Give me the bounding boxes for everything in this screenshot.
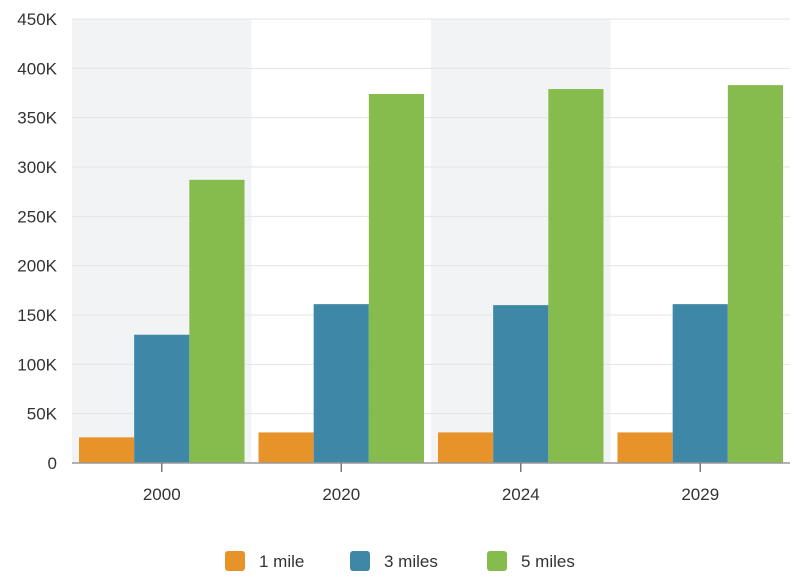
y-tick-label: 200K bbox=[17, 257, 57, 276]
bar-1-mile-2000[interactable] bbox=[79, 437, 135, 463]
y-tick-label: 450K bbox=[17, 10, 57, 29]
legend-item-1-mile[interactable]: 1 mile bbox=[225, 551, 304, 571]
y-tick-label: 350K bbox=[17, 109, 57, 128]
y-axis: 0 50K 100K 150K 200K 250K 300K 350K 400K 450K bbox=[17, 10, 57, 473]
legend-item-5-miles[interactable]: 5 miles bbox=[487, 551, 575, 571]
bar-5-miles-2000[interactable] bbox=[189, 179, 245, 463]
x-tick-label: 2020 bbox=[322, 485, 360, 504]
y-tick-label: 150K bbox=[17, 306, 57, 325]
legend-swatch bbox=[350, 551, 370, 571]
x-tick-label: 2029 bbox=[681, 485, 719, 504]
legend: 1 mile 3 miles 5 miles bbox=[225, 551, 575, 571]
x-tick-label: 2000 bbox=[143, 485, 181, 504]
legend-label: 5 miles bbox=[521, 552, 575, 571]
bar-1-mile-2029[interactable] bbox=[617, 432, 673, 463]
bars bbox=[79, 85, 783, 464]
bar-3-miles-2029[interactable] bbox=[672, 304, 728, 463]
y-tick-label: 250K bbox=[17, 207, 57, 226]
bar-5-miles-2020[interactable] bbox=[368, 93, 424, 463]
legend-label: 1 mile bbox=[259, 552, 304, 571]
y-tick-label: 100K bbox=[17, 355, 57, 374]
bar-5-miles-2024[interactable] bbox=[548, 89, 604, 463]
y-tick-label: 400K bbox=[17, 59, 57, 78]
legend-label: 3 miles bbox=[384, 552, 438, 571]
bar-3-miles-2024[interactable] bbox=[493, 305, 549, 463]
legend-item-3-miles[interactable]: 3 miles bbox=[350, 551, 438, 571]
x-tick-label: 2024 bbox=[502, 485, 540, 504]
bar-3-miles-2020[interactable] bbox=[313, 304, 369, 463]
y-tick-label: 300K bbox=[17, 158, 57, 177]
bar-1-mile-2020[interactable] bbox=[258, 432, 314, 463]
legend-swatch bbox=[487, 551, 507, 571]
bar-5-miles-2029[interactable] bbox=[727, 85, 783, 464]
bar-1-mile-2024[interactable] bbox=[438, 432, 494, 463]
y-tick-label: 0 bbox=[48, 454, 57, 473]
bar-3-miles-2000[interactable] bbox=[134, 334, 190, 463]
x-axis: 2000 2020 2024 2029 bbox=[72, 462, 790, 504]
legend-swatch bbox=[225, 551, 245, 571]
y-tick-label: 50K bbox=[27, 405, 58, 424]
